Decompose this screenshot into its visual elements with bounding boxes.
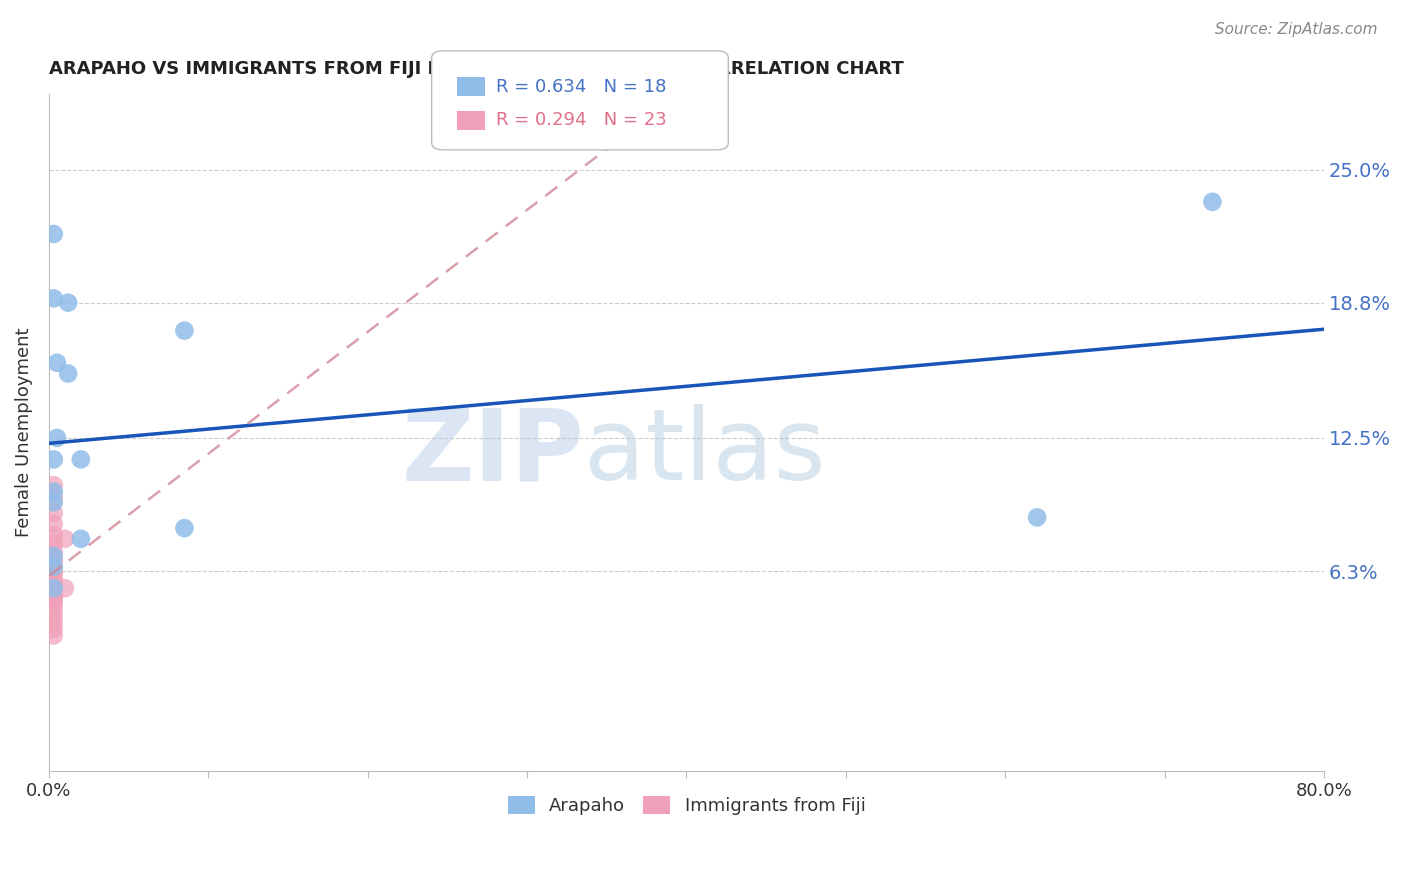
Point (42, 615, 65, 630)
Point (42, 596, 65, 610)
Point (42, 590, 65, 604)
Text: ARAPAHO VS IMMIGRANTS FROM FIJI FEMALE UNEMPLOYMENT CORRELATION CHART: ARAPAHO VS IMMIGRANTS FROM FIJI FEMALE U… (49, 60, 904, 78)
Point (42, 559, 65, 574)
Text: ZIP: ZIP (402, 404, 585, 501)
Point (42, 516, 65, 531)
Point (42, 566, 65, 581)
Point (56, 295, 79, 310)
Point (70, 532, 93, 546)
Point (42, 577, 65, 591)
Point (45, 431, 67, 445)
Point (42, 495, 65, 509)
Point (42, 583, 65, 598)
Point (42, 609, 65, 624)
Point (1201, 194, 1223, 209)
Point (53, 581, 76, 595)
Text: R = 0.634   N = 18: R = 0.634 N = 18 (496, 78, 666, 95)
Point (173, 324, 195, 338)
Point (42, 591, 65, 606)
Point (45, 356, 67, 370)
Point (42, 559, 65, 574)
Point (42, 478, 65, 492)
Point (42, 622, 65, 636)
Point (42, 545, 65, 559)
Point (42, 227, 65, 241)
Point (70, 452, 93, 467)
Point (1026, 510, 1049, 524)
Point (53, 532, 76, 546)
Legend: Arapaho, Immigrants from Fiji: Arapaho, Immigrants from Fiji (501, 789, 873, 822)
Text: Source: ZipAtlas.com: Source: ZipAtlas.com (1215, 22, 1378, 37)
Point (173, 521, 195, 535)
Point (42, 602, 65, 616)
Point (42, 536, 65, 550)
Point (42, 628, 65, 642)
Point (42, 549, 65, 563)
Point (42, 553, 65, 567)
Point (42, 581, 65, 595)
Point (42, 527, 65, 541)
Point (42, 506, 65, 520)
Point (42, 491, 65, 505)
Text: atlas: atlas (585, 404, 827, 501)
Point (42, 452, 65, 467)
Y-axis label: Female Unemployment: Female Unemployment (15, 328, 32, 537)
Point (56, 367, 79, 381)
Point (42, 484, 65, 499)
Point (42, 570, 65, 584)
Point (42, 292, 65, 306)
Text: R = 0.294   N = 23: R = 0.294 N = 23 (496, 112, 666, 129)
